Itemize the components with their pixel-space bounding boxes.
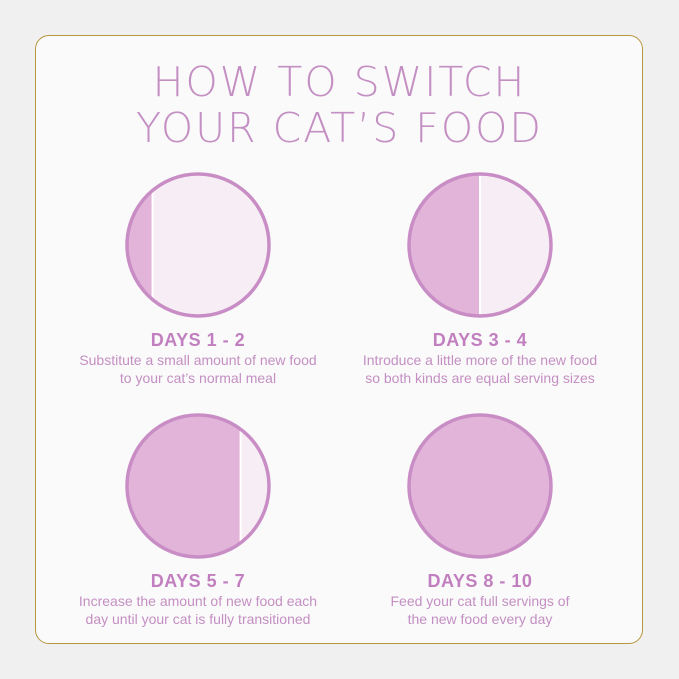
bowl-ring — [125, 172, 271, 318]
new-food-portion — [127, 415, 241, 557]
bowl-icon — [125, 413, 271, 559]
step-days: DAYS 3 - 4 — [432, 330, 528, 350]
step-desc-line2: day until your cat is fully transitioned — [85, 611, 311, 627]
title-line-1: HOW TO SWITCH — [152, 58, 527, 106]
bowl-icon — [407, 172, 553, 318]
new-food-portion — [409, 174, 480, 316]
title-line-2: YOUR CAT’S FOOD — [136, 104, 543, 152]
bowl-icon — [407, 413, 553, 559]
new-food-portion — [409, 415, 551, 557]
old-food-portion — [127, 174, 269, 316]
step-desc-line1: Feed your cat full servings of — [390, 593, 570, 609]
step-desc-line1: Increase the amount of new food each — [78, 593, 318, 609]
bowl-ring — [125, 413, 271, 559]
step-days: DAYS 8 - 10 — [427, 571, 533, 591]
step-desc-line2: the new food every day — [407, 611, 553, 627]
step-days-1-2: DAYS 1 - 2 Substitute a small amount of … — [48, 170, 348, 387]
step-days-8-10: DAYS 8 - 10 Feed your cat full servings … — [330, 411, 630, 628]
bowl-ring — [407, 172, 553, 318]
step-days-3-4: DAYS 3 - 4 Introduce a little more of th… — [330, 170, 630, 387]
step-desc-line1: Substitute a small amount of new food — [79, 352, 317, 368]
border-frame — [35, 35, 643, 644]
step-desc-line2: to your cat’s normal meal — [119, 370, 277, 386]
bowl-icon — [125, 172, 271, 318]
step-desc-line1: Introduce a little more of the new food — [362, 352, 598, 368]
step-days: DAYS 1 - 2 — [150, 330, 246, 350]
step-desc-line2: so both kinds are equal serving sizes — [365, 370, 595, 386]
step-days: DAYS 5 - 7 — [150, 571, 246, 591]
step-days-5-7: DAYS 5 - 7 Increase the amount of new fo… — [48, 411, 348, 628]
bowl-ring — [407, 413, 553, 559]
